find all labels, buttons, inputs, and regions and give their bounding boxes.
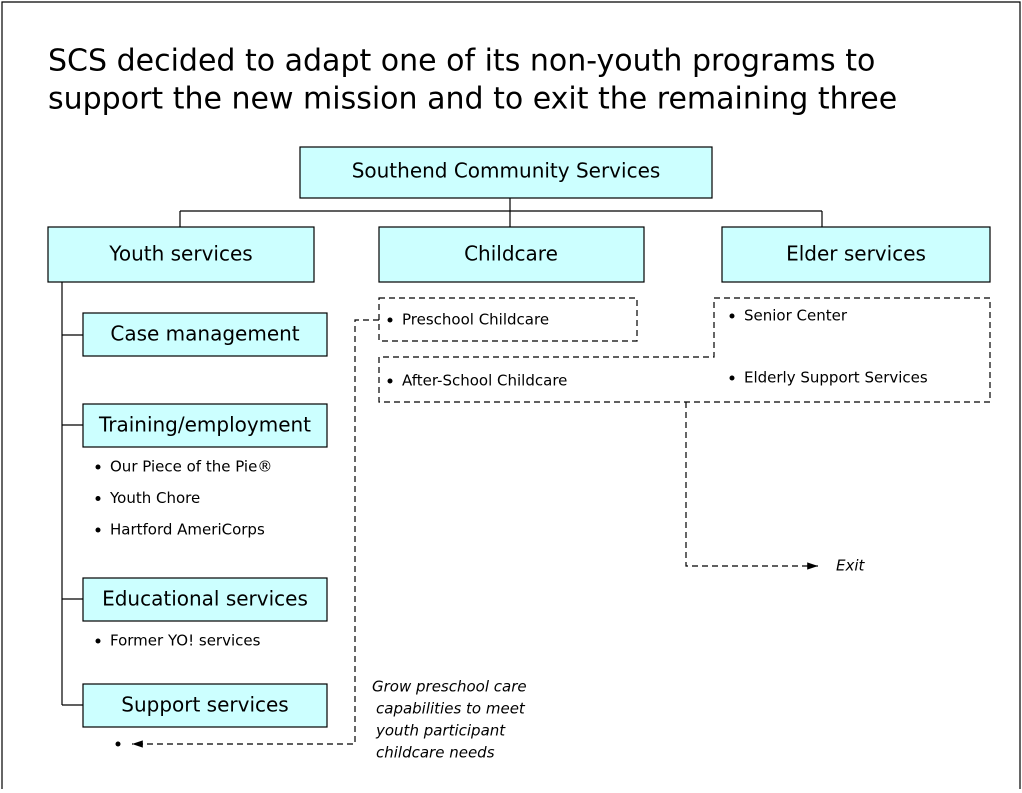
bullet <box>95 496 101 501</box>
division-box <box>47 226 315 283</box>
connector <box>179 198 823 227</box>
note: youth participant <box>375 722 506 740</box>
bullet <box>95 464 101 470</box>
bullet <box>729 313 735 319</box>
item: Preschool Childcare <box>402 311 549 329</box>
item: Elderly Support Services <box>744 369 928 387</box>
item: Youth Chore <box>109 489 200 507</box>
dashed-group <box>378 297 991 403</box>
exit-label: Exit <box>836 557 866 575</box>
program-label: Educational services <box>102 587 308 611</box>
item: Former YO! services <box>110 632 261 650</box>
title-line: support the new mission and to exit the … <box>48 82 897 117</box>
division-box <box>378 226 645 283</box>
root-label: Southend Community Services <box>352 159 661 183</box>
division-label: Youth services <box>108 242 252 266</box>
title-line: SCS decided to adapt one of its non-yout… <box>48 44 875 79</box>
division-box <box>721 226 991 283</box>
program-box <box>82 312 328 357</box>
bullet <box>387 317 393 323</box>
program-label: Training/employment <box>98 413 311 437</box>
bullet <box>729 375 735 381</box>
arrow <box>132 319 379 748</box>
program-box <box>82 403 328 448</box>
bullet <box>95 638 101 644</box>
program-label: Support services <box>121 693 288 717</box>
item: Senior Center <box>744 307 848 325</box>
note: capabilities to meet <box>376 700 526 718</box>
bullet <box>387 378 393 384</box>
item: After-School Childcare <box>402 372 567 390</box>
root-box <box>299 146 713 199</box>
bullet <box>115 741 121 747</box>
connector <box>61 282 83 706</box>
bullet <box>95 527 101 533</box>
program-box <box>82 577 328 622</box>
program-label: Case management <box>110 322 299 346</box>
item: Our Piece of the Pie® <box>110 458 272 476</box>
item: Hartford AmeriCorps <box>110 521 265 539</box>
division-label: Elder services <box>786 242 926 266</box>
division-label: Childcare <box>464 242 558 266</box>
note: Grow preschool care <box>372 678 527 696</box>
program-box <box>82 683 328 728</box>
note: childcare needs <box>376 744 495 762</box>
arrow <box>685 402 818 570</box>
